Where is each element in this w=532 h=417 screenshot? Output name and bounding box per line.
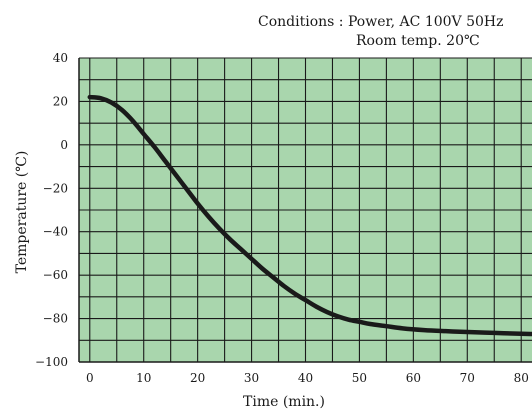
temperature-curve [87, 94, 532, 337]
x-tick-label: 60 [406, 371, 421, 385]
y-tick-label: −80 [43, 312, 68, 326]
y-tick-label: −20 [43, 181, 68, 195]
y-tick-label: −100 [35, 355, 68, 369]
x-tick-label: 80 [514, 371, 529, 385]
x-tick-label: 30 [244, 371, 259, 385]
x-axis-title: Time (min.) [243, 394, 325, 410]
annotation-line-1: Conditions : Power, AC 100V 50Hz [258, 14, 504, 30]
x-tick-label: 10 [136, 371, 151, 385]
tick-labels: 40 20 0 −20 −40 −60 −80 −100 0 10 20 30 40 50 60 70 80 [35, 51, 529, 385]
x-tick-label: 40 [298, 371, 313, 385]
x-tick-label: 20 [190, 371, 205, 385]
annotation-line-2: Room temp. 20℃ [356, 33, 480, 49]
grid [78, 57, 532, 363]
y-tick-label: −40 [43, 225, 68, 239]
curve-layer [87, 94, 532, 337]
y-axis-title: Temperature (℃) [14, 151, 30, 274]
x-tick-label: 0 [86, 371, 94, 385]
y-tick-label: 40 [53, 51, 68, 65]
x-tick-label: 50 [352, 371, 367, 385]
y-tick-label: −60 [43, 268, 68, 282]
y-tick-label: 20 [53, 94, 68, 108]
y-tick-label: 0 [60, 138, 68, 152]
x-tick-label: 70 [460, 371, 475, 385]
